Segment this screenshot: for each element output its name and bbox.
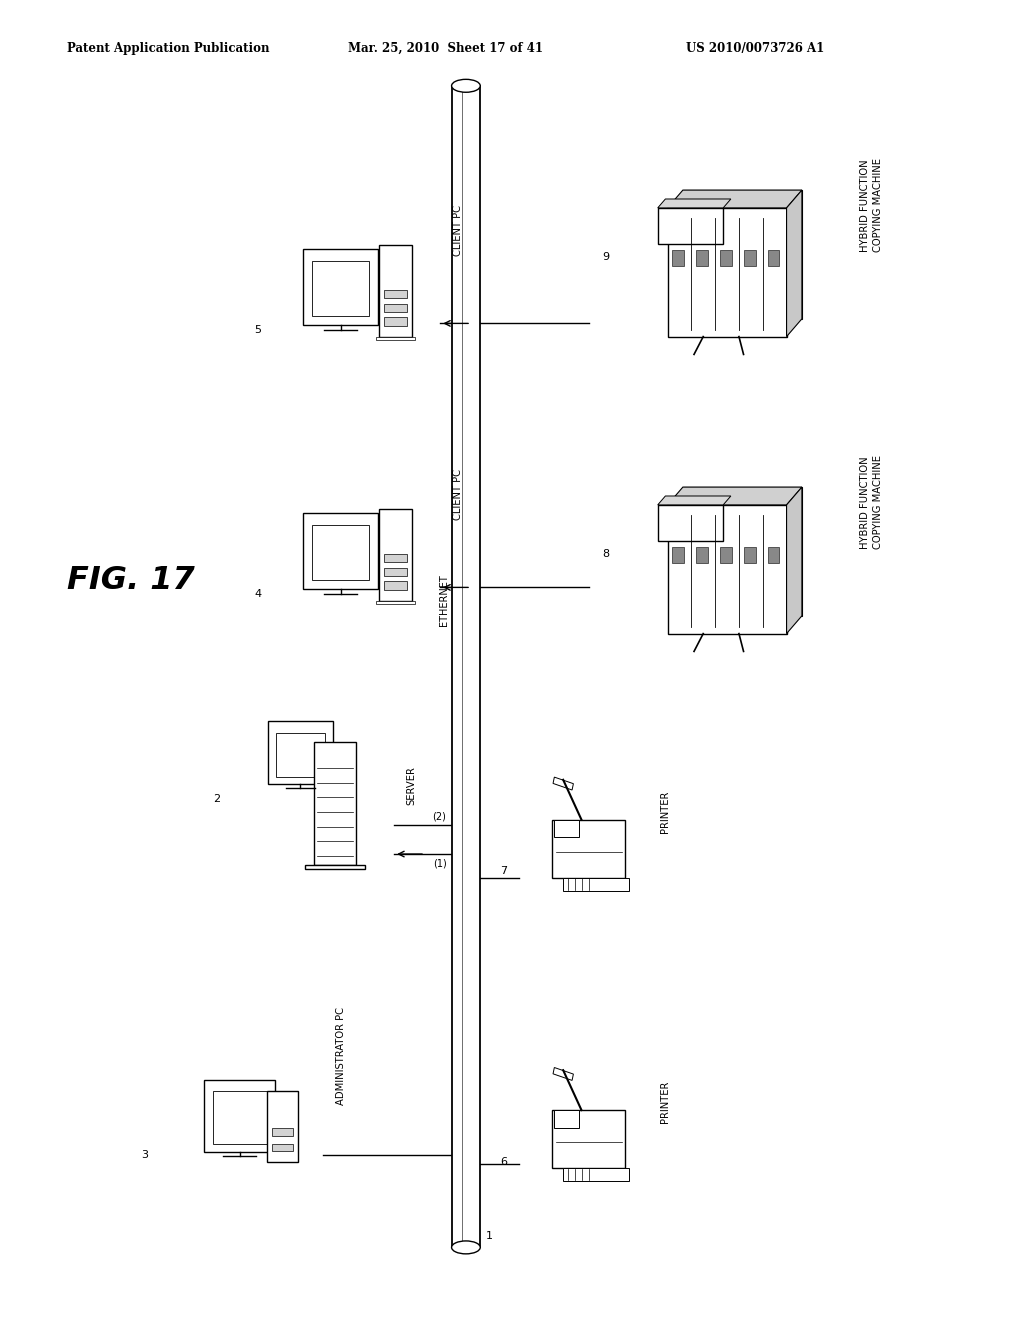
Text: 5: 5 — [254, 325, 261, 335]
Bar — [376, 337, 415, 339]
Bar — [554, 1110, 580, 1127]
Bar — [553, 777, 573, 789]
Ellipse shape — [452, 1241, 480, 1254]
Bar — [313, 742, 356, 865]
Bar — [673, 548, 684, 562]
Bar — [768, 251, 779, 265]
Bar — [271, 1129, 294, 1135]
Bar — [204, 1080, 275, 1152]
Bar — [384, 317, 407, 326]
Bar — [554, 820, 580, 837]
Polygon shape — [668, 190, 802, 207]
Bar — [379, 508, 412, 601]
Bar — [563, 1168, 629, 1181]
Bar — [303, 512, 378, 589]
Text: CLIENT PC: CLIENT PC — [453, 206, 463, 256]
Bar — [553, 1068, 573, 1080]
Bar — [267, 1092, 298, 1162]
Text: CLIENT PC: CLIENT PC — [453, 470, 463, 520]
Text: 7: 7 — [500, 866, 507, 876]
Bar — [743, 548, 756, 562]
Text: Mar. 25, 2010  Sheet 17 of 41: Mar. 25, 2010 Sheet 17 of 41 — [348, 42, 543, 55]
Text: (2): (2) — [432, 810, 446, 821]
Bar — [720, 548, 732, 562]
Polygon shape — [657, 496, 731, 504]
Text: Patent Application Publication: Patent Application Publication — [67, 42, 269, 55]
Bar — [743, 251, 756, 265]
Text: 3: 3 — [141, 1150, 148, 1160]
Text: 1: 1 — [486, 1230, 493, 1241]
Bar — [384, 581, 407, 590]
Bar — [696, 548, 708, 562]
Bar — [668, 504, 786, 634]
Bar — [657, 504, 723, 541]
Bar — [213, 1092, 267, 1143]
Text: US 2010/0073726 A1: US 2010/0073726 A1 — [686, 42, 824, 55]
Bar — [312, 525, 369, 579]
Bar — [452, 86, 480, 1247]
Bar — [303, 248, 378, 325]
Bar — [384, 304, 407, 312]
Bar — [552, 820, 626, 878]
Bar — [305, 865, 365, 869]
Ellipse shape — [452, 79, 480, 92]
Text: 6: 6 — [500, 1156, 507, 1167]
Text: ADMINISTRATOR PC: ADMINISTRATOR PC — [336, 1007, 346, 1105]
Bar — [384, 554, 407, 562]
Text: 8: 8 — [602, 549, 609, 560]
Polygon shape — [657, 199, 731, 207]
Bar — [268, 722, 333, 784]
Text: ETHERNET: ETHERNET — [438, 574, 449, 627]
Text: HYBRID FUNCTION
COPYING MACHINE: HYBRID FUNCTION COPYING MACHINE — [860, 454, 884, 549]
Text: (1): (1) — [433, 858, 446, 869]
Bar — [668, 209, 786, 337]
Bar — [683, 190, 802, 319]
Text: HYBRID FUNCTION
COPYING MACHINE: HYBRID FUNCTION COPYING MACHINE — [860, 157, 884, 252]
Bar — [275, 733, 326, 776]
Bar — [683, 487, 802, 615]
Text: 4: 4 — [254, 589, 261, 599]
Text: SERVER: SERVER — [407, 766, 417, 805]
Bar — [563, 878, 629, 891]
Bar — [657, 207, 723, 244]
Polygon shape — [786, 487, 802, 634]
Bar — [376, 601, 415, 603]
Bar — [720, 251, 732, 265]
Bar — [312, 261, 369, 315]
Bar — [673, 251, 684, 265]
Bar — [696, 251, 708, 265]
Bar — [768, 548, 779, 562]
Bar — [271, 1144, 294, 1151]
Polygon shape — [668, 487, 802, 504]
Text: 2: 2 — [213, 793, 220, 804]
Bar — [552, 1110, 626, 1168]
Text: PRINTER: PRINTER — [660, 1081, 671, 1123]
Bar — [384, 568, 407, 576]
Polygon shape — [786, 190, 802, 337]
Bar — [384, 290, 407, 298]
Text: FIG. 17: FIG. 17 — [67, 565, 195, 597]
Bar — [379, 244, 412, 337]
Text: PRINTER: PRINTER — [660, 791, 671, 833]
Text: 9: 9 — [602, 252, 609, 263]
